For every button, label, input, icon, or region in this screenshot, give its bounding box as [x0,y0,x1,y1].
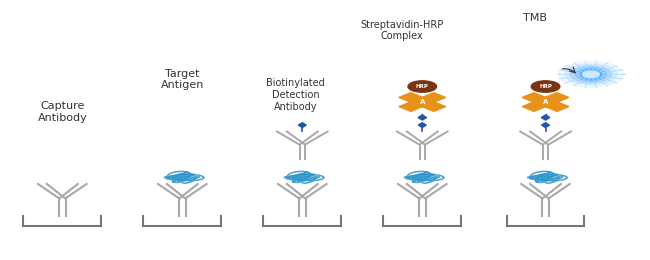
Circle shape [570,66,612,83]
Circle shape [408,81,437,92]
Text: TMB: TMB [523,12,547,23]
Polygon shape [419,123,426,128]
Circle shape [558,61,623,87]
Circle shape [565,64,617,85]
Text: Target
Antigen: Target Antigen [161,69,204,90]
Polygon shape [541,123,549,128]
Circle shape [537,99,554,106]
Polygon shape [522,93,569,111]
Text: A: A [543,99,548,105]
Polygon shape [522,93,569,111]
Circle shape [575,68,606,81]
Circle shape [582,71,599,78]
Circle shape [413,99,431,106]
Polygon shape [399,93,446,111]
Text: Capture
Antibody: Capture Antibody [38,101,87,123]
Polygon shape [418,115,426,120]
Text: HRP: HRP [539,84,552,89]
Polygon shape [399,93,446,111]
Circle shape [531,81,560,92]
Text: Streptavidin-HRP
Complex: Streptavidin-HRP Complex [360,20,443,41]
Circle shape [580,70,602,79]
Text: A: A [420,99,425,105]
Text: HRP: HRP [416,84,429,89]
Polygon shape [298,123,306,128]
Text: Biotinylated
Detection
Antibody: Biotinylated Detection Antibody [266,79,325,112]
Polygon shape [541,115,550,120]
